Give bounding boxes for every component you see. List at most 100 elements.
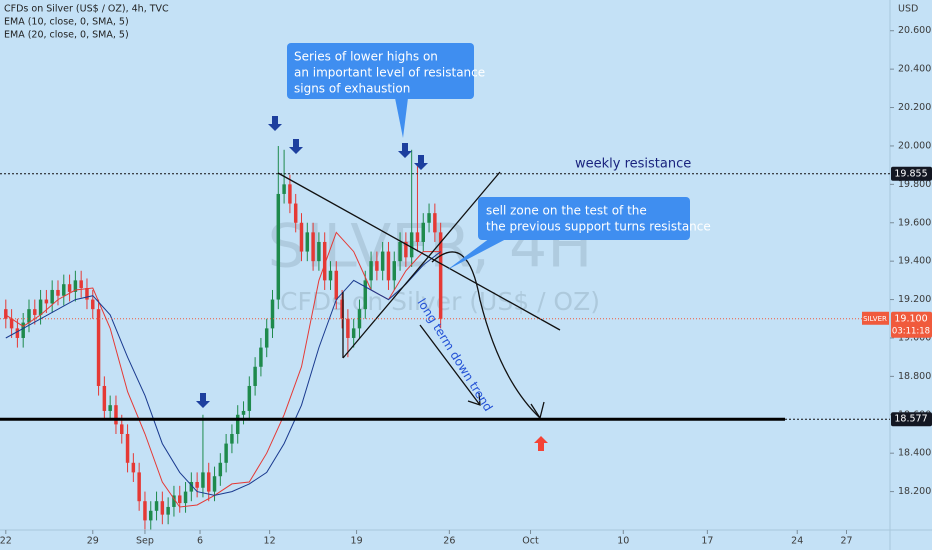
candle-body bbox=[386, 251, 391, 281]
y-tick-label: 19.200 bbox=[898, 294, 931, 305]
candle-body bbox=[351, 328, 356, 338]
x-tick-label: 22 bbox=[0, 536, 12, 547]
down-arrow bbox=[268, 116, 282, 131]
candle-body bbox=[404, 241, 408, 258]
callout-box bbox=[287, 43, 474, 99]
callout-tail bbox=[395, 98, 408, 138]
symbol-box bbox=[862, 311, 889, 325]
candle-body bbox=[9, 318, 14, 329]
candle-body bbox=[276, 193, 281, 300]
candle-body bbox=[317, 241, 321, 262]
callout-box bbox=[478, 197, 690, 240]
candle-body bbox=[415, 232, 420, 242]
candle-body bbox=[67, 284, 72, 292]
down-arrow bbox=[398, 143, 412, 158]
level-label: 19.855 bbox=[894, 168, 927, 179]
candle-body bbox=[322, 241, 327, 281]
down-arrow bbox=[289, 139, 303, 154]
candle-body bbox=[137, 472, 141, 502]
arrow-head bbox=[467, 392, 481, 406]
candle-body bbox=[259, 347, 263, 367]
y-tick-label: 18.800 bbox=[898, 371, 931, 382]
candle-body bbox=[206, 472, 211, 492]
y-tick-label: 20.200 bbox=[898, 102, 931, 113]
trend-arrow bbox=[419, 324, 481, 406]
callout-tail bbox=[447, 238, 508, 270]
markers bbox=[196, 116, 548, 451]
y-tick-label: 19.600 bbox=[898, 217, 931, 228]
candle-body bbox=[392, 261, 397, 281]
candle-body bbox=[183, 491, 188, 504]
candle-body bbox=[195, 481, 199, 488]
candle-body bbox=[421, 222, 425, 242]
candle-body bbox=[178, 495, 182, 504]
y-tick-label: 20.000 bbox=[898, 140, 931, 151]
candle-body bbox=[160, 501, 165, 515]
candle-body bbox=[189, 481, 194, 492]
candle-body bbox=[288, 184, 292, 204]
candle-body bbox=[230, 433, 234, 444]
y-tick-label: 19.400 bbox=[898, 256, 931, 267]
candle-body bbox=[73, 280, 78, 292]
x-tick-label: 27 bbox=[840, 536, 852, 547]
projection-curve bbox=[431, 251, 541, 419]
candle-body bbox=[427, 213, 431, 223]
candle-body bbox=[241, 410, 246, 415]
callout-text: sell zone on the test of the bbox=[486, 204, 647, 218]
last-price-label: 19.100 bbox=[894, 313, 927, 324]
candle-body bbox=[108, 405, 112, 411]
candle-body bbox=[218, 462, 223, 477]
candle-body bbox=[305, 232, 310, 252]
candle-body bbox=[369, 261, 373, 281]
x-tick-label: 12 bbox=[264, 536, 276, 547]
candle-body bbox=[409, 232, 414, 258]
candle-body bbox=[166, 506, 170, 515]
candle-body bbox=[131, 462, 136, 473]
candle-body bbox=[363, 280, 368, 310]
down-arrow bbox=[414, 155, 428, 170]
candle-body bbox=[311, 232, 315, 262]
candle-body bbox=[346, 318, 350, 338]
trend-line bbox=[277, 172, 561, 331]
candle-body bbox=[253, 366, 257, 386]
candle-body bbox=[212, 476, 217, 492]
candle-body bbox=[282, 184, 286, 194]
y-tick-label: 19.000 bbox=[898, 332, 931, 343]
indicator-name: EMA (20, close, 0, SMA, 5) bbox=[4, 30, 129, 41]
candle-body bbox=[154, 501, 159, 511]
candle-body bbox=[264, 328, 269, 348]
candle-body bbox=[334, 270, 339, 300]
x-tick-label: 26 bbox=[443, 536, 455, 547]
candle-body bbox=[4, 309, 8, 319]
up-arrow bbox=[534, 436, 548, 451]
callout-text: signs of exhaustion bbox=[294, 82, 410, 96]
candle-body bbox=[62, 284, 66, 296]
x-tick-label: 17 bbox=[701, 536, 713, 547]
candle-body bbox=[50, 289, 54, 304]
candle-body bbox=[15, 328, 20, 338]
y-tick-label: 19.800 bbox=[898, 179, 931, 190]
x-tick-label: 24 bbox=[791, 536, 803, 547]
candle-body bbox=[375, 261, 379, 271]
candle-body bbox=[293, 203, 298, 223]
y-tick-label: 18.200 bbox=[898, 486, 931, 497]
x-tick-label: 10 bbox=[617, 536, 629, 547]
candle-body bbox=[340, 299, 344, 319]
candle-body bbox=[38, 299, 43, 315]
candle-body bbox=[79, 280, 83, 289]
axis-unit: USD bbox=[898, 4, 918, 15]
symbol-label: SILVER bbox=[863, 315, 887, 323]
candle-body bbox=[235, 414, 240, 434]
candle-body bbox=[438, 232, 443, 319]
chart-title: CFDs on Silver (US$ / OZ), 4h, TVC bbox=[4, 4, 169, 15]
trend-line bbox=[342, 171, 501, 359]
x-tick-label: Sep bbox=[136, 536, 154, 547]
candle-body bbox=[21, 322, 25, 338]
level-label: 18.577 bbox=[894, 414, 927, 425]
candle-body bbox=[247, 385, 252, 411]
candle-body bbox=[44, 299, 49, 304]
candle-body bbox=[85, 288, 89, 300]
x-tick-label: 29 bbox=[87, 536, 99, 547]
candle-body bbox=[33, 309, 37, 315]
candle-body bbox=[270, 299, 275, 329]
